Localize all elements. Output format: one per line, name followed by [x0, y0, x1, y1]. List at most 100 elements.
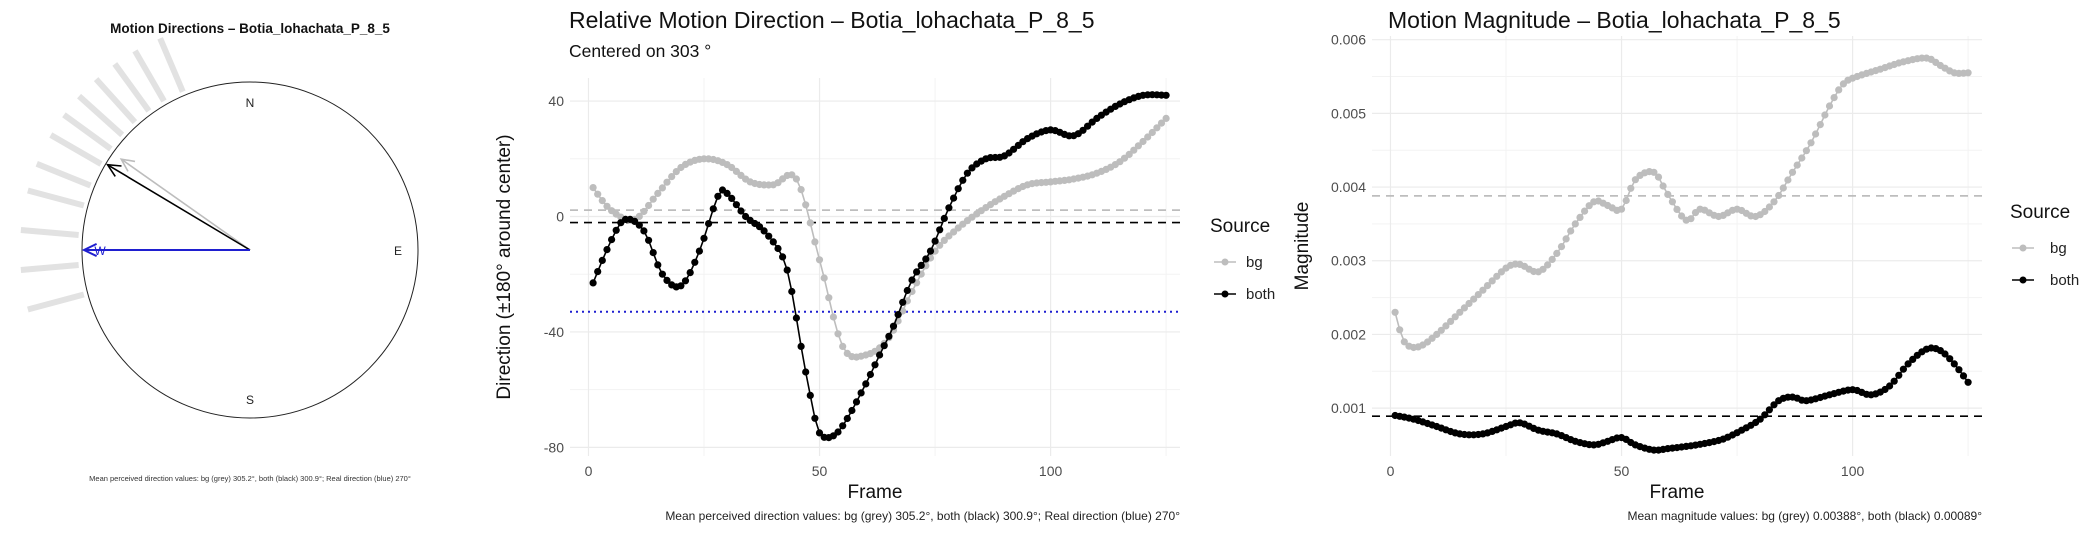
- series-point-both: [737, 207, 745, 215]
- series-point-bg: [1144, 133, 1152, 141]
- series-point-both: [765, 232, 773, 240]
- series-point-bg: [1825, 102, 1834, 110]
- series-point-bg: [1134, 142, 1142, 150]
- series-point-both: [880, 342, 888, 350]
- direction-legend-bg: bg: [1214, 254, 1263, 271]
- series-point-both: [963, 169, 972, 177]
- x-tick-label: 100: [1841, 463, 1865, 479]
- series-point-bg: [1442, 322, 1450, 330]
- magnitude-chart-title: Motion Magnitude – Botia_lohachata_P_8_5: [1388, 7, 1841, 33]
- series-point-both: [834, 428, 842, 436]
- series-point-both: [677, 282, 685, 290]
- series-point-both: [788, 287, 796, 296]
- x-axis-label: Frame: [1650, 482, 1705, 503]
- series-point-bg: [1451, 313, 1459, 321]
- series-point-bg: [792, 175, 801, 183]
- series-point-bg: [1622, 196, 1630, 205]
- series-point-both: [1955, 366, 1963, 374]
- series-point-both: [1909, 355, 1917, 363]
- x-tick-label: 100: [1039, 463, 1063, 479]
- series-point-both: [917, 261, 925, 269]
- series-point-bg: [797, 186, 805, 194]
- direction-legend-both: both: [1214, 286, 1275, 303]
- series-point-both: [755, 223, 764, 231]
- compass-rays: [20, 37, 186, 313]
- series-point-bg: [1447, 317, 1455, 325]
- series-point-bg: [1798, 154, 1806, 162]
- series-point-both: [645, 236, 653, 244]
- series-point-bg: [1567, 227, 1575, 235]
- series-point-bg: [1673, 205, 1681, 213]
- series-point-both: [903, 286, 911, 295]
- series-point-both: [700, 234, 708, 242]
- y-tick-label: 0: [556, 209, 564, 225]
- series-point-bg: [1460, 304, 1468, 312]
- y-axis-label: Magnitude: [1292, 202, 1313, 291]
- series-point-both: [866, 370, 875, 379]
- series-point-both: [1761, 411, 1769, 419]
- series-point-bg: [1627, 184, 1635, 192]
- series-point-both: [1950, 360, 1958, 368]
- series-point-bg: [1391, 308, 1399, 316]
- y-tick-label: -80: [544, 439, 564, 455]
- series-point-bg: [1153, 124, 1161, 132]
- x-tick-label: 50: [1614, 463, 1630, 479]
- series-point-bg: [802, 201, 810, 209]
- series-point-bg: [594, 190, 602, 198]
- series-point-both: [931, 237, 939, 245]
- series-point-bg: [945, 232, 953, 240]
- compass-ray: [112, 62, 152, 113]
- compass-label-e: E: [394, 244, 402, 258]
- direction-legend-bg-label: bg: [1246, 254, 1263, 271]
- series-point-bg: [839, 342, 847, 350]
- compass-caption: Mean perceived direction values: bg (gre…: [89, 474, 411, 483]
- series-point-both: [1904, 360, 1912, 368]
- magnitude-legend-both: both: [2012, 272, 2079, 289]
- series-point-both: [709, 205, 717, 213]
- series-point-bg: [1396, 326, 1404, 334]
- series-point-both: [1941, 350, 1949, 358]
- magnitude-caption: Mean magnitude values: bg (grey) 0.00388…: [1628, 509, 1983, 523]
- series-point-bg: [1668, 198, 1676, 206]
- series-point-both: [1079, 126, 1087, 134]
- series-point-both: [774, 244, 782, 253]
- series-point-bg: [649, 195, 657, 203]
- series-point-bg: [672, 168, 680, 176]
- series-point-both: [1765, 406, 1773, 414]
- series-point-both: [1895, 371, 1903, 379]
- series-point-bg: [1125, 150, 1133, 158]
- series-point-bg: [1775, 191, 1783, 200]
- series-point-bg: [1433, 330, 1441, 338]
- series-point-bg: [1765, 203, 1773, 211]
- series-point-both: [913, 268, 921, 276]
- series-point-bg: [603, 202, 611, 210]
- series-point-both: [1162, 91, 1170, 99]
- series-point-bg: [1802, 147, 1810, 155]
- series-point-bg: [1788, 168, 1797, 176]
- series-point-bg: [940, 236, 948, 244]
- magnitude-legend-bg: bg: [2012, 240, 2067, 257]
- y-tick-label: 0.005: [1331, 105, 1366, 121]
- series-point-bg: [1465, 299, 1473, 308]
- series-point-both: [871, 361, 879, 369]
- series-point-both: [959, 176, 967, 184]
- compass-ray: [20, 226, 79, 238]
- y-axis-label: Direction (±180° around center): [494, 134, 515, 399]
- series-point-bg: [1830, 94, 1838, 102]
- series-point-both: [635, 221, 643, 229]
- series-point-both: [723, 189, 731, 197]
- series-point-both: [1946, 355, 1954, 363]
- series-point-bg: [1553, 249, 1561, 257]
- y-tick-label: 0.001: [1331, 400, 1366, 416]
- series-point-bg: [1557, 243, 1566, 251]
- series-point-bg: [1784, 176, 1792, 184]
- series-point-both: [894, 311, 902, 319]
- magnitude-legend-title: Source: [2010, 202, 2070, 223]
- series-point-bg: [1548, 255, 1556, 263]
- series-point-both: [802, 368, 810, 376]
- series-point-both: [769, 238, 777, 246]
- series-point-both: [950, 194, 958, 202]
- series-point-both: [649, 249, 657, 257]
- series-point-both: [857, 389, 865, 397]
- y-tick-label: -40: [544, 324, 564, 340]
